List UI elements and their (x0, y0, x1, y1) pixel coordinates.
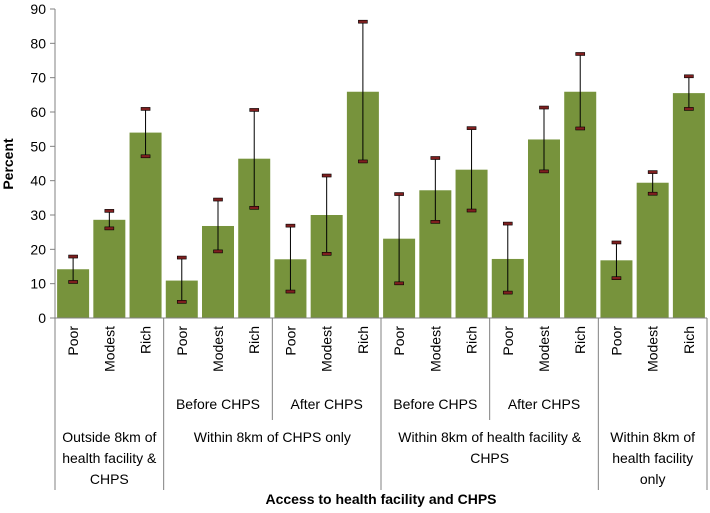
error-bar (502, 221, 513, 295)
error-bar (176, 255, 187, 304)
error-bar (140, 107, 151, 159)
error-bar (575, 52, 586, 131)
y-tick-label: 80 (30, 35, 46, 51)
category-label: Poor (282, 326, 298, 356)
error-bar (647, 170, 658, 196)
category-labels: Poor Modest Rich Poor Modest Rich Poor Modest Ri… (65, 326, 697, 372)
bar (93, 219, 126, 318)
error-bar (394, 192, 404, 286)
x-axis-title: Access to health facility and CHPS (265, 491, 496, 507)
bar (129, 132, 162, 318)
y-tick-label: 70 (30, 70, 46, 86)
category-label: Modest (645, 326, 661, 372)
y-tick-label: 10 (30, 276, 46, 292)
error-bar (466, 126, 477, 213)
category-label: Rich (246, 326, 262, 354)
y-tick-label: 50 (30, 138, 46, 154)
group-label: only (640, 471, 666, 487)
error-bar (285, 223, 296, 294)
error-bar (213, 197, 223, 254)
category-label: Poor (174, 326, 190, 356)
category-label: Rich (464, 326, 480, 354)
y-tick-label: 20 (30, 241, 46, 257)
category-label: Rich (138, 326, 154, 354)
category-label: Modest (427, 326, 443, 372)
y-tick-label: 90 (30, 1, 46, 17)
axes (54, 9, 708, 490)
group-label: Outside 8km of (62, 429, 156, 445)
y-axis-ticks: 0 10 20 30 40 50 60 70 80 90 (30, 1, 55, 326)
y-tick-label: 30 (30, 207, 46, 223)
y-tick-label: 0 (38, 310, 46, 326)
bar (672, 93, 705, 318)
error-bar (249, 108, 260, 210)
category-label: Modest (536, 326, 552, 372)
subgroup-label: Before CHPS (393, 396, 477, 412)
category-label: Poor (391, 326, 407, 356)
y-tick-label: 40 (30, 173, 46, 189)
subgroup-labels: Before CHPS After CHPS Before CHPS After CH… (176, 396, 580, 412)
group-label: CHPS (90, 471, 129, 487)
error-bar (430, 156, 441, 224)
subgroup-label: After CHPS (508, 396, 580, 412)
y-axis-title: Percent (0, 138, 16, 190)
subgroup-label: After CHPS (290, 396, 362, 412)
category-label: Modest (319, 326, 335, 372)
category-label: Modest (101, 326, 117, 372)
error-bar (358, 19, 368, 164)
category-label: Poor (500, 326, 516, 356)
error-bars (68, 19, 694, 304)
error-bar (321, 173, 332, 256)
bars (57, 91, 705, 318)
group-labels: Outside 8km of health facility & CHPS Withi… (62, 429, 695, 487)
category-label: Rich (681, 326, 697, 354)
group-label: health facility (612, 450, 693, 466)
error-bar (104, 209, 115, 231)
category-label: Poor (65, 326, 81, 356)
error-bar (68, 254, 78, 284)
group-label: health facility & (62, 450, 157, 466)
category-label: Rich (355, 326, 371, 354)
bar (636, 182, 669, 318)
category-label: Poor (608, 326, 624, 356)
group-label: Within 8km of (610, 429, 695, 445)
group-label: Within 8km of health facility & (398, 429, 582, 445)
group-label: Within 8km of CHPS only (194, 429, 351, 445)
group-label: CHPS (470, 450, 509, 466)
category-label: Rich (572, 326, 588, 354)
error-bar (611, 240, 622, 280)
error-bar (684, 74, 694, 111)
error-bar (539, 105, 549, 174)
subgroup-label: Before CHPS (176, 396, 260, 412)
category-label: Modest (210, 326, 226, 372)
y-tick-label: 60 (30, 104, 46, 120)
